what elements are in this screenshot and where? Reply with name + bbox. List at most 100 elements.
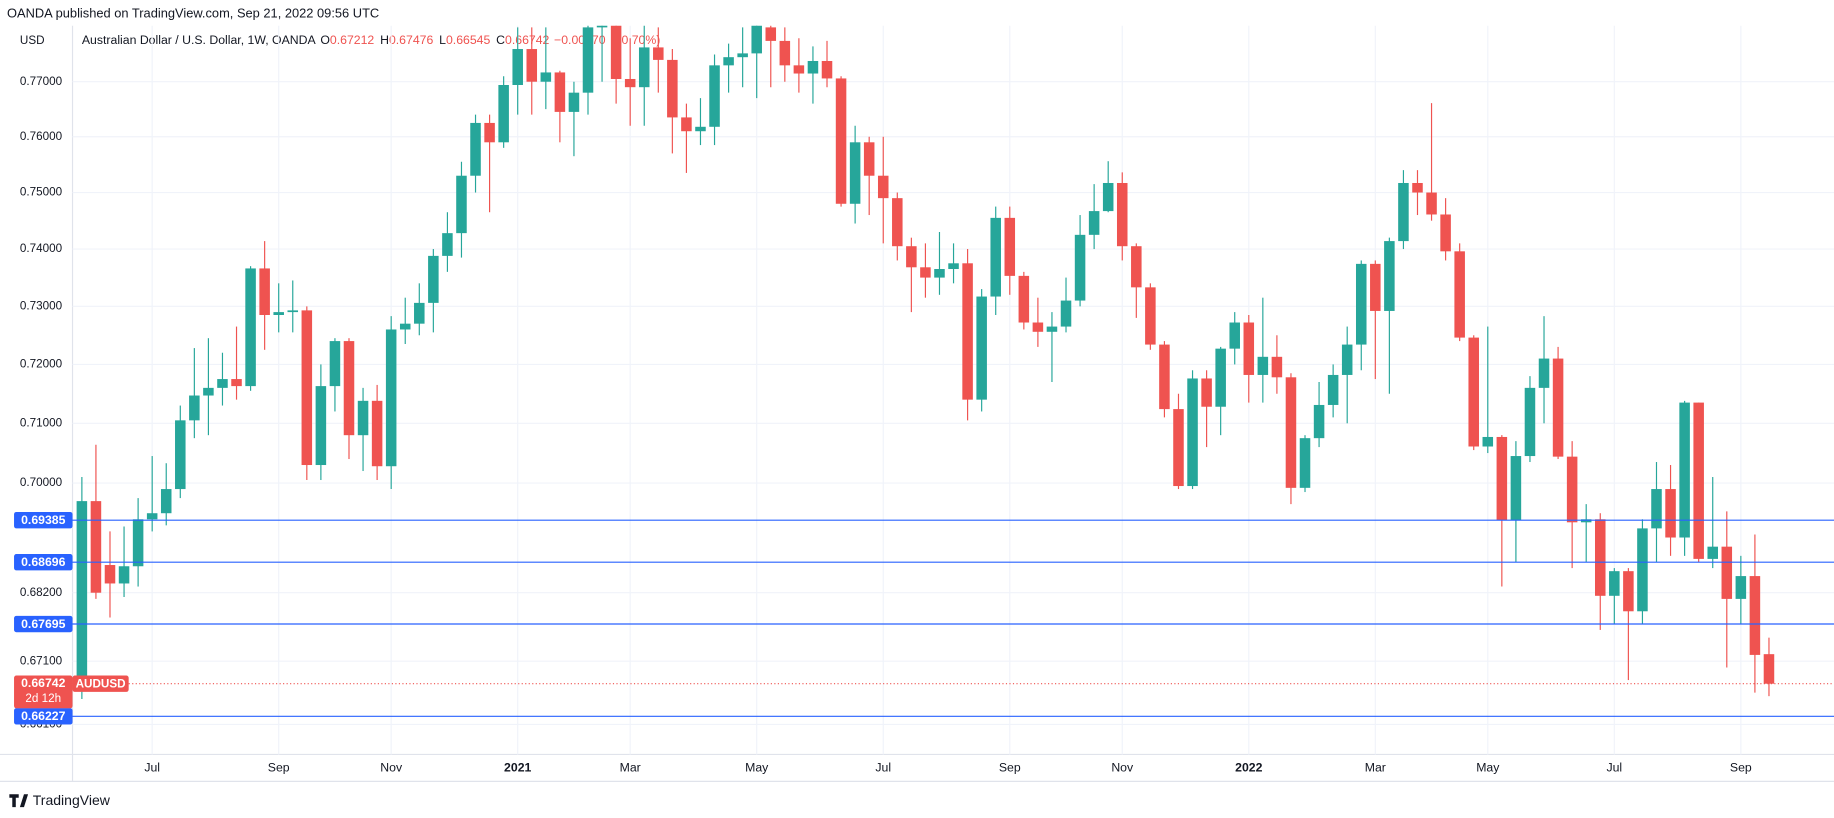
candle-body [1173,409,1184,487]
candle-body [1159,344,1170,410]
ohlc-value: 0.67476 [389,33,434,47]
level-tag [14,708,73,725]
candle-body [1623,571,1634,612]
candle-body [1412,182,1423,193]
y-tick-label: 0.75000 [20,186,63,199]
x-tick-label: Nov [380,761,403,775]
candle-body [877,175,889,199]
level-tag [14,554,73,571]
x-tick-label: 2021 [504,761,531,775]
ohlc-prefix: C [496,33,505,47]
candle-body [132,519,144,567]
candle-body [990,217,1001,297]
x-tick-label: Mar [620,761,641,775]
ohlc-value: 0.66742 [505,33,550,47]
candle-body [1327,374,1339,405]
candle-body [287,310,299,313]
candle-body [1060,300,1072,327]
candle-body [1665,489,1676,538]
candle-body [638,47,650,88]
candle-body [1524,387,1536,457]
candle-body [610,25,622,79]
y-tick-label: 0.68200 [20,586,63,599]
candle-body [189,395,200,421]
y-tick-label: 0.72000 [20,358,63,371]
change-value: −0.00470 [554,33,606,47]
level-tag [14,615,73,633]
candle-body [203,387,214,396]
candle-body [892,198,903,247]
candle-body [1426,192,1437,215]
candle-body [146,513,158,520]
candle-body [920,267,931,278]
candle-body [1341,344,1353,375]
candle-body [540,72,552,82]
y-tick-label: 0.71000 [20,416,63,429]
candle-body [709,65,720,127]
candle-body [582,27,594,93]
y-tick-label: 0.70000 [20,476,63,489]
candle-body [1145,287,1156,345]
candle-body [343,341,355,436]
candle-body [329,341,341,387]
candle-body [1552,358,1564,457]
candle-body [259,268,270,315]
ohlc-prefix: H [380,33,389,47]
candle-body [596,25,608,28]
candle-body [273,312,284,315]
ohlc-value: 0.66545 [446,33,491,47]
candle-body [554,72,566,112]
candle-body [863,142,875,176]
candle-body [1693,402,1704,559]
candle-body [1370,263,1381,311]
candle-body [1580,519,1592,523]
change-pct: (−0.70%) [610,33,660,47]
candle-body [371,400,383,467]
candle-body [414,302,425,324]
candle-body [1102,182,1114,212]
brand-logo [9,794,29,808]
candle-body [217,379,228,388]
y-tick-label: 0.74000 [20,242,63,255]
ohlc-prefix: O [320,33,330,47]
candle-body [1482,436,1494,447]
candle-body [1468,337,1479,447]
candle-body [1566,456,1578,523]
level-tag [14,511,73,529]
candle-body [498,84,509,143]
x-tick-label: Jul [875,761,891,775]
candle-body [1313,404,1325,439]
candle-body [512,49,523,85]
candle-body [470,122,481,176]
candle-body [723,57,734,66]
candle-body [681,117,692,132]
candle-body [1454,251,1465,338]
candle-body [1243,322,1255,375]
candle-body [695,126,706,132]
candle-body [1046,326,1058,332]
x-tick-label: May [745,761,769,775]
level-label: 0.67695 [21,617,66,631]
brand-name: TradingView [33,792,111,808]
x-tick-label: Sep [268,761,290,775]
candle-body [962,263,973,400]
candle-body [934,269,945,278]
candle-body [1707,546,1718,559]
x-tick-label: Jul [144,761,160,775]
ohlc-prefix: L [439,33,446,47]
price-axis: 0.77000 0.76000 0.75000 0.74000 0.73000 0.720… [20,75,63,731]
candle-body [526,49,538,82]
candle-body [1285,377,1297,488]
last-price-label: 0.66742 [21,676,66,690]
candle-body [1510,456,1522,521]
candle-body [456,175,467,234]
candle-body [357,400,369,436]
candle-body [835,78,847,204]
candle-body [1299,438,1311,488]
legend-title: Australian Dollar / U.S. Dollar, 1W, OAN… [82,33,317,47]
candle-body [484,122,495,143]
candle-body [1735,576,1747,599]
candle-body [667,59,678,118]
x-tick-label: Sep [1730,761,1752,775]
